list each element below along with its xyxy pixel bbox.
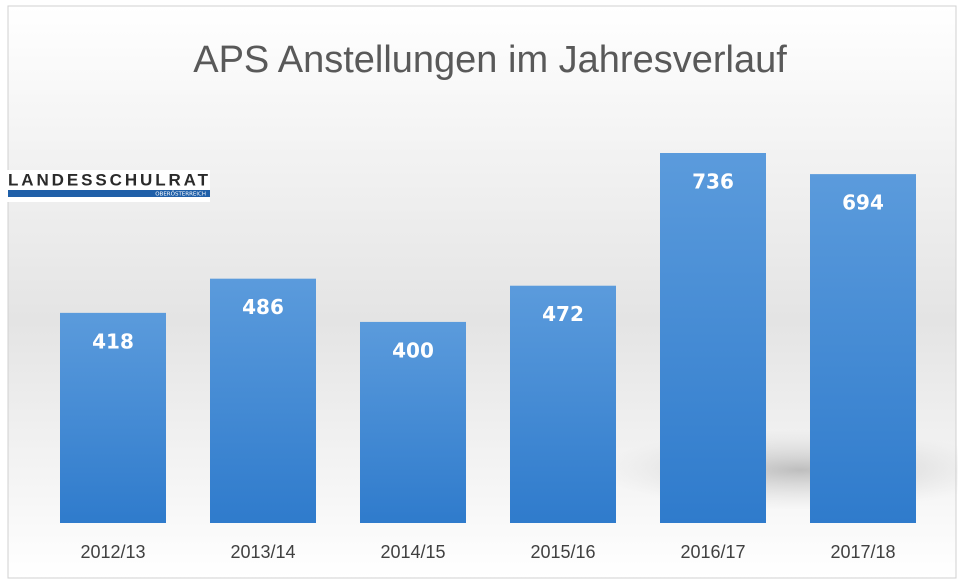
- value-label: 486: [242, 295, 284, 319]
- x-tick-label: 2015/16: [530, 542, 595, 562]
- bar: [60, 312, 166, 523]
- x-tick-label: 2013/14: [230, 542, 295, 562]
- bar: [810, 174, 916, 523]
- x-tick-label: 2012/13: [80, 542, 145, 562]
- chart-title: APS Anstellungen im Jahresverlauf: [193, 39, 787, 81]
- bar: [210, 278, 316, 523]
- value-label: 418: [92, 329, 134, 353]
- value-label: 736: [692, 170, 734, 194]
- value-label: 472: [542, 302, 584, 326]
- bar: [360, 321, 466, 523]
- logo: LANDESSCHULRAT OBERÖSTERREICH: [6, 170, 210, 202]
- logo-band: [8, 190, 210, 197]
- bar: [510, 285, 616, 523]
- value-label: 694: [842, 191, 884, 215]
- bar: [660, 153, 766, 523]
- x-tick-label: 2017/18: [830, 542, 895, 562]
- value-label: 400: [392, 338, 434, 362]
- x-tick-label: 2014/15: [380, 542, 445, 562]
- logo-region: OBERÖSTERREICH: [155, 190, 206, 197]
- x-tick-label: 2016/17: [680, 542, 745, 562]
